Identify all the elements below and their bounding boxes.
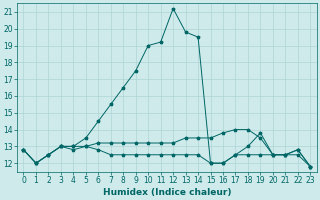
X-axis label: Humidex (Indice chaleur): Humidex (Indice chaleur) <box>103 188 231 197</box>
